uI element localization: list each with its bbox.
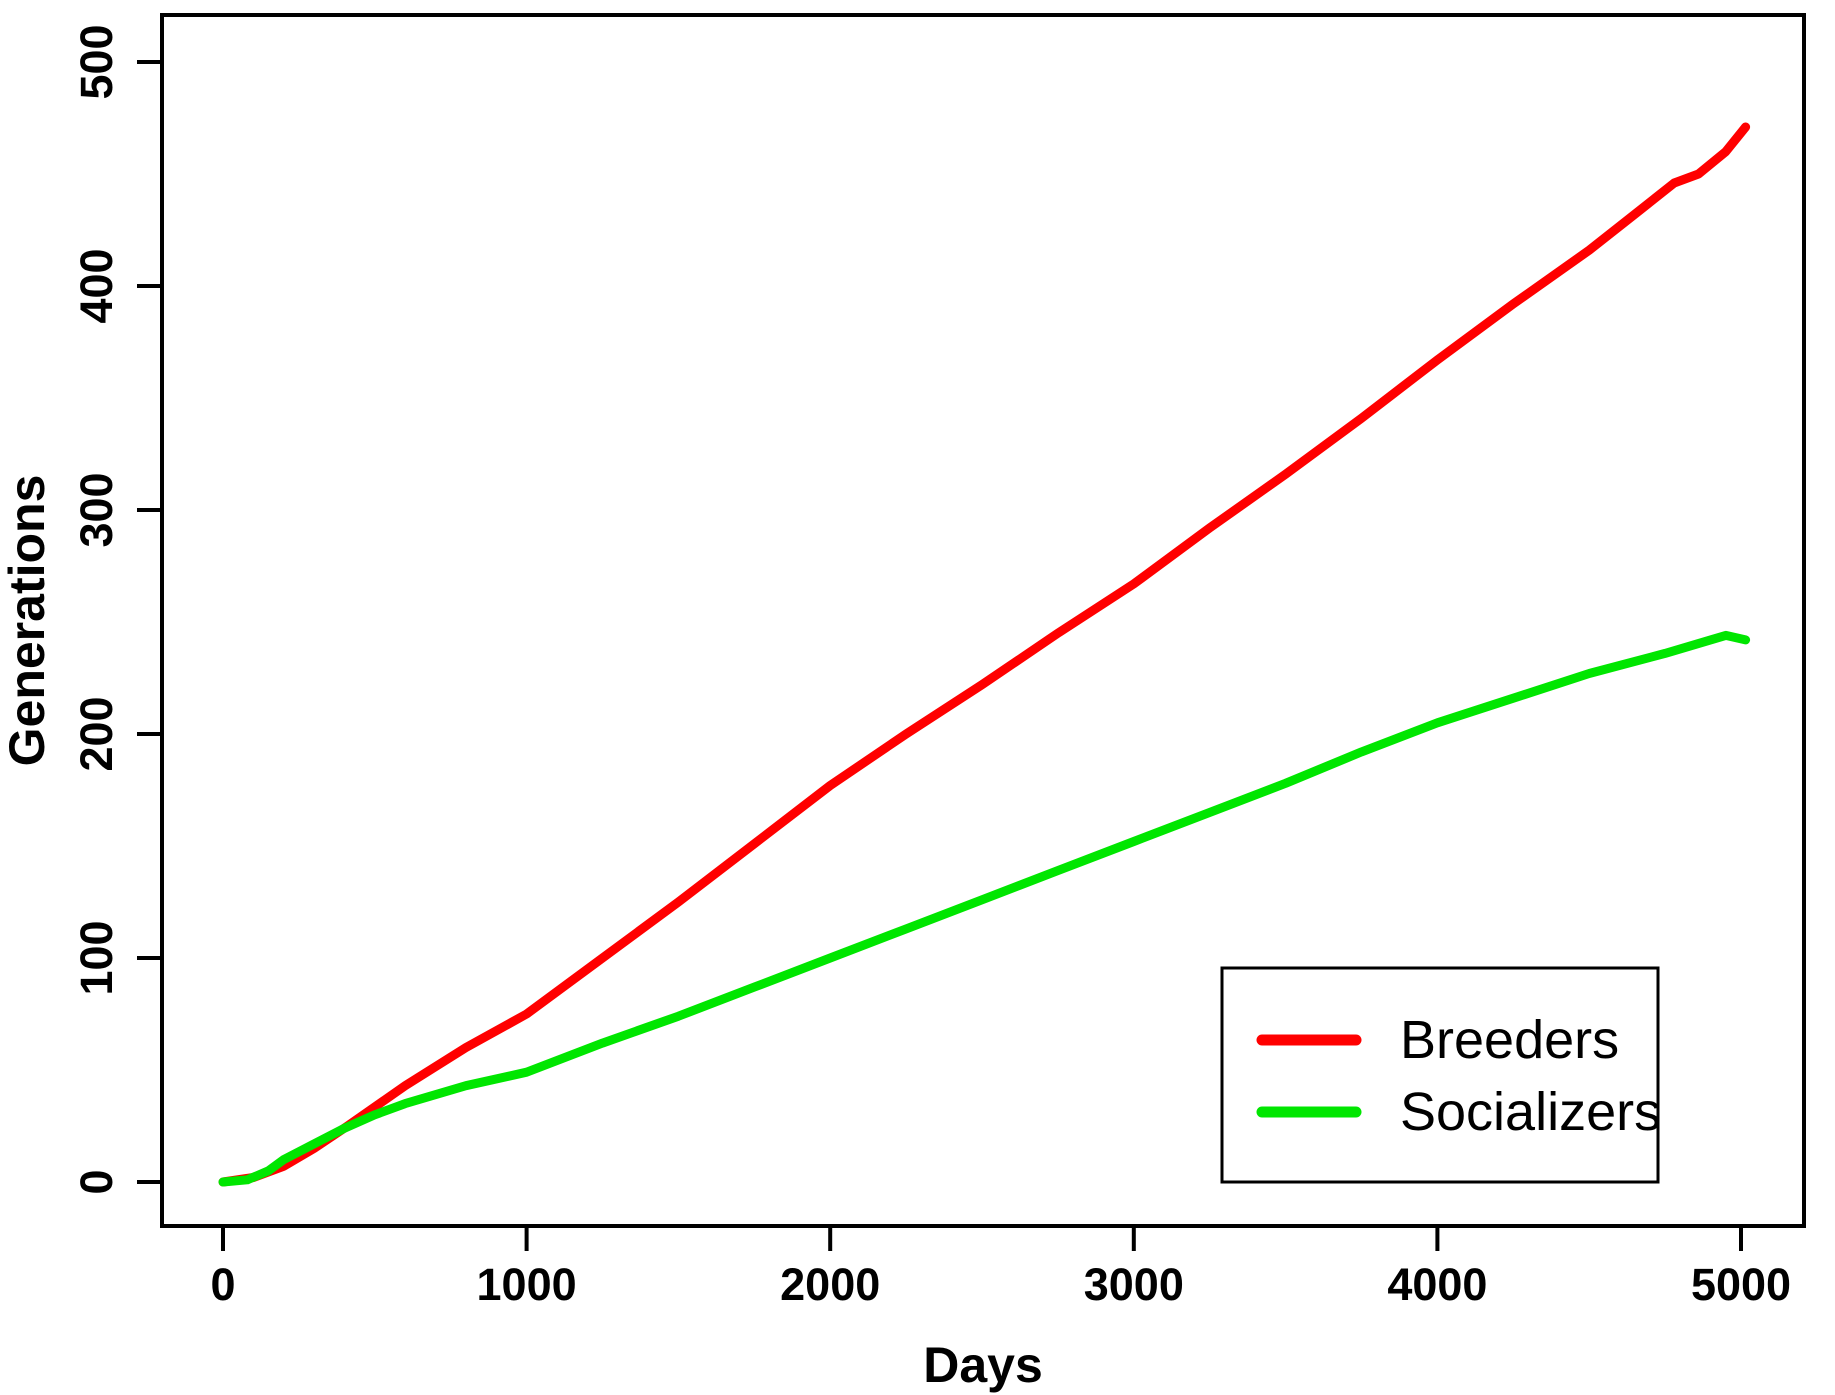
- x-tick-label: 4000: [1387, 1259, 1487, 1310]
- x-axis-title: Days: [923, 1337, 1043, 1393]
- y-tick-label: 200: [71, 696, 122, 771]
- x-tick-label: 1000: [477, 1259, 577, 1310]
- series-line-socializers: [218, 630, 1751, 1187]
- x-tick-label: 5000: [1691, 1259, 1791, 1310]
- plot-border: [160, 13, 1806, 1228]
- x-tick-label: 0: [210, 1259, 235, 1310]
- legend-label-breeders: Breeders: [1400, 1010, 1619, 1070]
- y-tick-label: 500: [71, 24, 122, 99]
- y-axis-title: Generations: [0, 475, 55, 767]
- legend-box: [1220, 966, 1660, 1184]
- series-line-breeders: [218, 122, 1751, 1187]
- y-tick-label: 0: [71, 1169, 122, 1194]
- y-tick-label: 300: [71, 472, 122, 547]
- legend-label-socializers: Socializers: [1400, 1082, 1661, 1142]
- y-tick-label: 100: [71, 920, 122, 995]
- x-tick-label: 2000: [780, 1259, 880, 1310]
- x-tick-label: 3000: [1084, 1259, 1184, 1310]
- y-tick-label: 400: [71, 248, 122, 323]
